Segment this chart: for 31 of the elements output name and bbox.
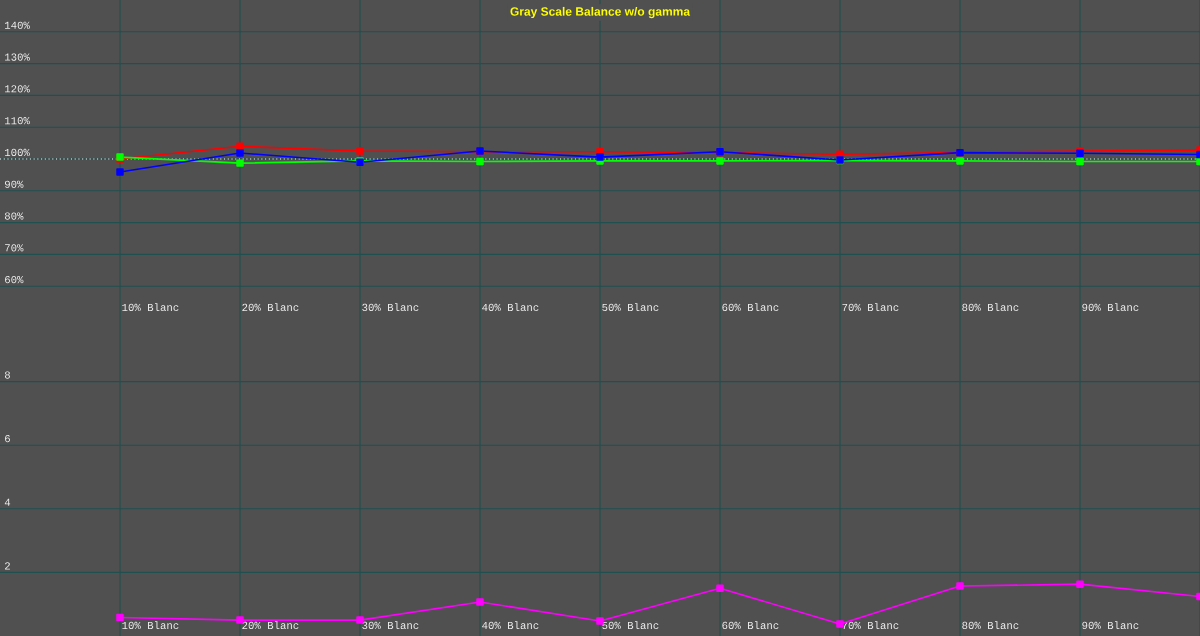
x-tick-label: 70% Blanc bbox=[842, 303, 899, 312]
x-tick-label: 10% Blanc bbox=[122, 303, 179, 312]
x-tick-label: 10% Blanc bbox=[122, 621, 179, 630]
x-tick-label: 90% Blanc bbox=[1082, 303, 1139, 312]
x-tick-label: 60% Blanc bbox=[722, 303, 779, 312]
y-tick-label: 120% bbox=[5, 85, 30, 93]
y-tick-label: 8 bbox=[4, 371, 10, 379]
x-tick-label: 80% Blanc bbox=[962, 303, 1019, 312]
x-tick-label: 90% Blanc bbox=[1082, 621, 1139, 630]
x-tick-label: 40% Blanc bbox=[482, 303, 539, 312]
y-tick-label: 60% bbox=[5, 276, 24, 284]
y-tick-label: 110% bbox=[5, 117, 30, 125]
y-tick-label: 100% bbox=[5, 148, 30, 157]
x-tick-label: 30% Blanc bbox=[362, 303, 419, 312]
y-tick-label: 70% bbox=[5, 244, 24, 252]
y-tick-label: 140% bbox=[5, 21, 30, 29]
y-tick-label: 130% bbox=[5, 53, 30, 61]
text: Gray Scale Balance w/o gamma bbox=[510, 6, 691, 19]
x-tick-label: 80% Blanc bbox=[962, 621, 1019, 630]
y-tick-label: 90% bbox=[5, 180, 24, 188]
x-tick-label: 20% Blanc bbox=[242, 621, 299, 630]
x-tick-label: 20% Blanc bbox=[242, 303, 299, 312]
x-tick-label: 60% Blanc bbox=[722, 621, 779, 630]
x-tick-label: 50% Blanc bbox=[602, 621, 659, 630]
y-tick-label: 6 bbox=[5, 435, 10, 443]
y-tick-label: 80% bbox=[4, 212, 24, 220]
x-tick-label: 40% Blanc bbox=[482, 621, 539, 630]
x-tick-label: 30% Blanc bbox=[362, 621, 419, 630]
x-tick-label: 50% Blanc bbox=[602, 303, 659, 312]
y-tick-label: 4 bbox=[4, 498, 11, 506]
y-tick-label: 2 bbox=[5, 562, 10, 570]
